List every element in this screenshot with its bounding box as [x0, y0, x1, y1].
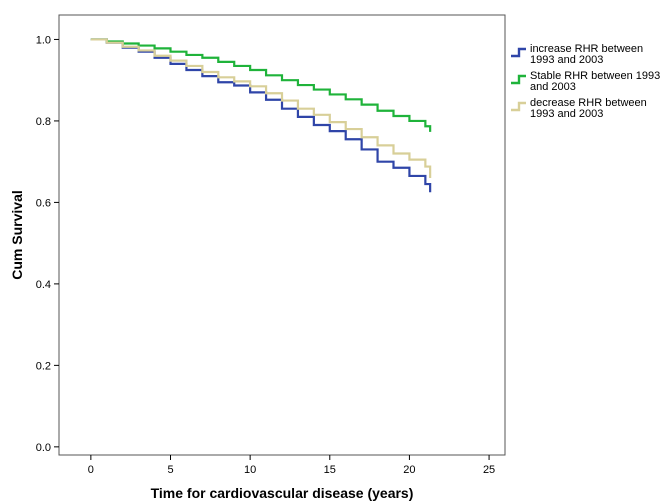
y-tick-label: 0.2 [36, 360, 51, 372]
y-tick-label: 0.6 [36, 197, 51, 209]
legend-swatch [511, 101, 526, 112]
y-axis-title: Cum Survival [9, 190, 25, 279]
legend-label: decrease RHR between [530, 97, 647, 109]
x-axis: 0 5 10 15 20 25 [88, 455, 495, 476]
legend-label: Stable RHR between 1993 [530, 70, 660, 82]
legend-label: 1993 and 2003 [530, 54, 603, 66]
survival-curve-2 [90, 38, 432, 178]
x-tick-label: 10 [244, 464, 256, 476]
series-layer [90, 38, 432, 193]
x-axis-title: Time for cardiovascular disease (years) [151, 485, 414, 501]
legend-swatch [511, 47, 526, 58]
plot-frame [58, 14, 506, 456]
y-tick-label: 1.0 [36, 34, 51, 46]
x-tick-label: 20 [403, 464, 415, 476]
legend-label: increase RHR between [530, 43, 643, 55]
y-tick-label: 0.0 [36, 442, 51, 454]
x-tick-label: 25 [483, 464, 495, 476]
y-tick-label: 0.4 [36, 279, 51, 291]
x-tick-label: 15 [324, 464, 336, 476]
x-tick-label: 0 [88, 464, 94, 476]
legend-swatch [511, 74, 526, 85]
x-tick-label: 5 [167, 464, 173, 476]
y-tick-label: 0.8 [36, 116, 51, 128]
legend-label: and 2003 [530, 81, 576, 93]
legend-label: 1993 and 2003 [530, 108, 603, 120]
y-axis: 0.0 0.2 0.4 0.6 0.8 1.0 [36, 34, 59, 454]
survival-curve-1 [90, 38, 432, 132]
